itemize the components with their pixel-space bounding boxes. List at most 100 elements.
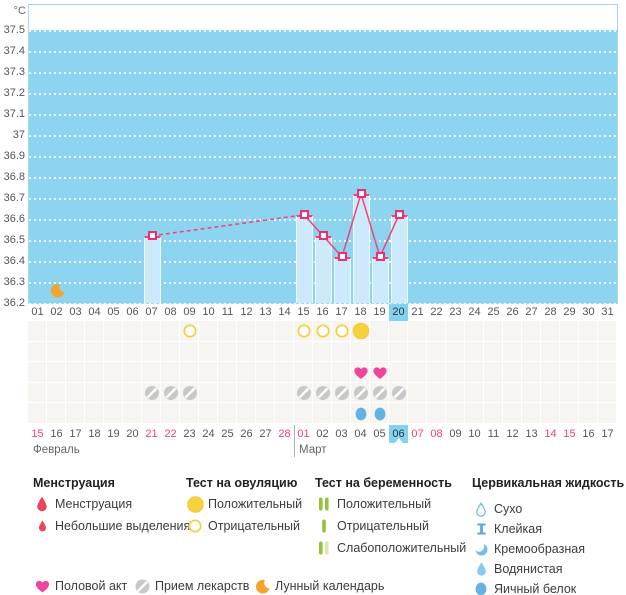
cycle-day-26[interactable]: 26 [506,306,519,318]
cycle-day-10[interactable]: 10 [202,306,215,318]
grid-cell [66,321,84,341]
temperature-marker-day-20 [394,210,404,220]
ytick-label: 36.8 [3,171,25,183]
grid-cell [161,341,179,362]
month-divider [294,425,295,457]
cycle-day-17[interactable]: 17 [335,306,348,318]
cycle-day-31[interactable]: 31 [601,306,614,318]
date-Март-12[interactable]: 12 [506,428,519,440]
ytick-label: 37 [12,129,25,141]
date-Февраль-24[interactable]: 24 [202,428,215,440]
cycle-day-11[interactable]: 11 [221,306,234,318]
cycle-day-27[interactable]: 27 [525,306,538,318]
intercourse-heart-icon [372,366,387,379]
date-Февраль-23[interactable]: 23 [183,428,196,440]
date-Март-16[interactable]: 16 [582,428,595,440]
grid-cell [541,403,559,423]
legend-item-medication-pill: Прием лекарств [133,577,249,595]
grid-cell [408,321,426,341]
date-Март-02[interactable]: 02 [316,428,329,440]
cycle-day-18[interactable]: 18 [354,306,367,318]
grid-cell [275,403,293,423]
cycle-day-19[interactable]: 19 [373,306,386,318]
fluid-dry-icon [475,501,487,517]
date-Март-15[interactable]: 15 [563,428,576,440]
cycle-day-06[interactable]: 06 [126,306,139,318]
grid-cell [28,403,46,423]
cycle-day-13[interactable]: 13 [259,306,272,318]
legend-header-3: Тест на беременность [315,476,452,490]
cycle-day-30[interactable]: 30 [582,306,595,318]
date-Февраль-27[interactable]: 27 [259,428,272,440]
cycle-day-16[interactable]: 16 [316,306,329,318]
date-Март-13[interactable]: 13 [525,428,538,440]
gridline [29,72,617,74]
date-Февраль-26[interactable]: 26 [240,428,253,440]
grid-cell [522,403,540,423]
cycle-day-23[interactable]: 23 [449,306,462,318]
cycle-day-20[interactable]: 20 [389,304,408,321]
date-Февраль-28[interactable]: 28 [278,428,291,440]
cycle-day-04[interactable]: 04 [88,306,101,318]
pregnancy-negative-icon [318,519,330,533]
date-Февраль-18[interactable]: 18 [88,428,101,440]
legend-label: Половой акт [55,579,128,593]
cycle-day-03[interactable]: 03 [69,306,82,318]
cycle-day-28[interactable]: 28 [544,306,557,318]
date-Февраль-16[interactable]: 16 [50,428,63,440]
date-Март-14[interactable]: 14 [544,428,557,440]
date-Март-09[interactable]: 09 [449,428,462,440]
temperature-unit-label: °C [13,5,26,17]
grid-cell [541,362,559,382]
date-Март-05[interactable]: 05 [373,428,386,440]
cycle-day-12[interactable]: 12 [240,306,253,318]
cycle-day-29[interactable]: 29 [563,306,576,318]
ovulation-positive-icon [186,495,204,513]
date-Март-04[interactable]: 04 [354,428,367,440]
date-Март-01[interactable]: 01 [297,428,310,440]
grid-cell [598,382,616,403]
cycle-day-09[interactable]: 09 [183,306,196,318]
cycle-day-08[interactable]: 08 [164,306,177,318]
date-Февраль-22[interactable]: 22 [164,428,177,440]
grid-cell [389,341,407,362]
cycle-day-02[interactable]: 02 [50,306,63,318]
cycle-day-25[interactable]: 25 [487,306,500,318]
date-Март-11[interactable]: 11 [487,428,500,440]
ytick-label: 37.5 [3,24,25,36]
date-Февраль-19[interactable]: 19 [107,428,120,440]
fluid-watery-icon [476,562,487,576]
date-Март-17[interactable]: 17 [601,428,614,440]
legend-header-4: Цервикальная жидкость [472,476,625,490]
date-Март-06[interactable]: 06 [389,425,408,443]
cycle-day-21[interactable]: 21 [411,306,424,318]
grid-cell [541,321,559,341]
ytick-label: 37.2 [3,87,25,99]
grid-cell [560,321,578,341]
date-Февраль-15[interactable]: 15 [31,428,44,440]
grid-cell [180,403,198,423]
grid-cell [256,362,274,382]
date-Февраль-17[interactable]: 17 [69,428,82,440]
cycle-day-05[interactable]: 05 [107,306,120,318]
grid-cell [389,362,407,382]
medication-pill-icon [182,386,197,401]
grid-cell [427,321,445,341]
date-Март-03[interactable]: 03 [335,428,348,440]
grid-cell [598,321,616,341]
date-Февраль-20[interactable]: 20 [126,428,139,440]
cycle-day-01[interactable]: 01 [31,306,44,318]
date-Март-07[interactable]: 07 [411,428,424,440]
cycle-day-07[interactable]: 07 [145,306,158,318]
cycle-day-22[interactable]: 22 [430,306,443,318]
date-Март-08[interactable]: 08 [430,428,443,440]
lunar-moon-icon [50,283,65,298]
date-Февраль-25[interactable]: 25 [221,428,234,440]
cycle-day-24[interactable]: 24 [468,306,481,318]
grid-cell [579,341,597,362]
cycle-day-15[interactable]: 15 [297,306,310,318]
date-Март-10[interactable]: 10 [468,428,481,440]
legend-item-fluid-watery: Водянистая [472,560,563,578]
cycle-day-14[interactable]: 14 [278,306,291,318]
date-Февраль-21[interactable]: 21 [145,428,158,440]
